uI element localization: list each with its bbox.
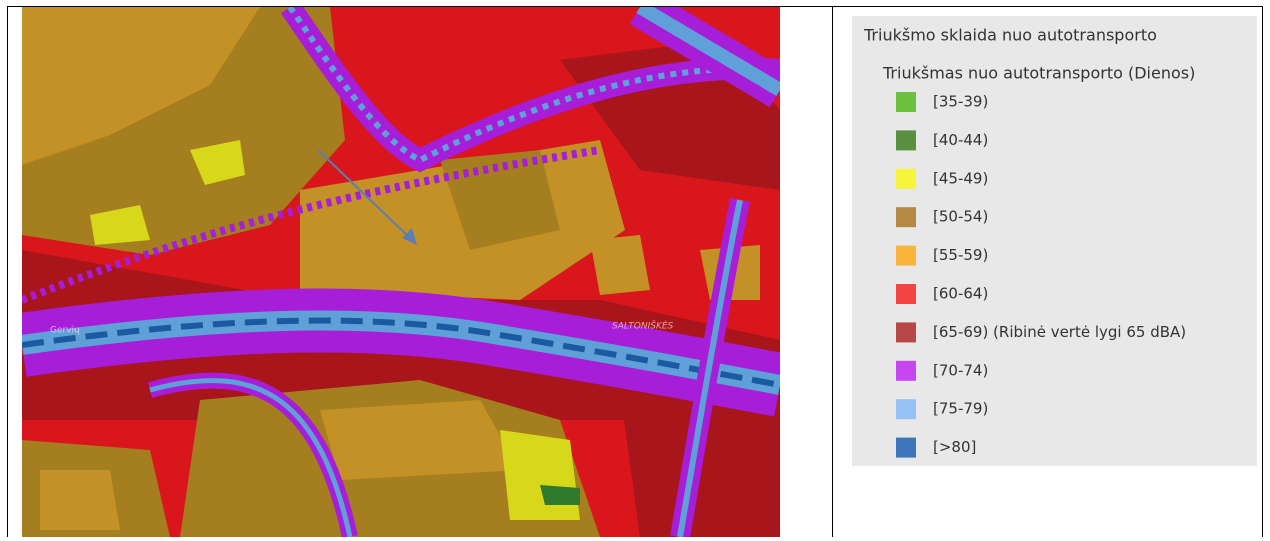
legend-swatch [896, 207, 916, 228]
legend-label: [60-64) [933, 285, 988, 303]
legend-label: [35-39) [933, 93, 988, 111]
legend-swatch [896, 360, 916, 381]
legend-label: [50-54) [933, 208, 988, 226]
legend-swatch [896, 130, 916, 151]
map-label: Gervių [50, 326, 80, 336]
legend-panel [852, 16, 1257, 466]
legend-swatch [896, 92, 916, 112]
legend-label: [65-69) (Ribinė vertė lygi 65 dBA) [933, 323, 1186, 341]
legend-label: [45-49) [933, 169, 988, 187]
legend-swatch [896, 399, 916, 420]
legend-title: Triukšmo sklaida nuo autotransporto [863, 26, 1157, 45]
frame [7, 6, 1263, 537]
legend-swatch [896, 168, 916, 189]
legend-label: [55-59) [933, 246, 988, 264]
legend-swatch [896, 437, 916, 458]
legend-subtitle: Triukšmas nuo autotransporto (Dienos) [882, 64, 1195, 83]
noise-map [22, 7, 780, 537]
legend-swatch [896, 322, 916, 343]
legend-label: [70-74) [933, 361, 988, 379]
legend-label: [>80] [933, 438, 976, 456]
legend-swatch [896, 245, 916, 266]
map-label: SALTONIŠKĖS [612, 320, 674, 332]
legend-label: [40-44) [933, 131, 988, 149]
legend-swatch [896, 284, 916, 304]
legend-label: [75-79) [933, 400, 988, 418]
